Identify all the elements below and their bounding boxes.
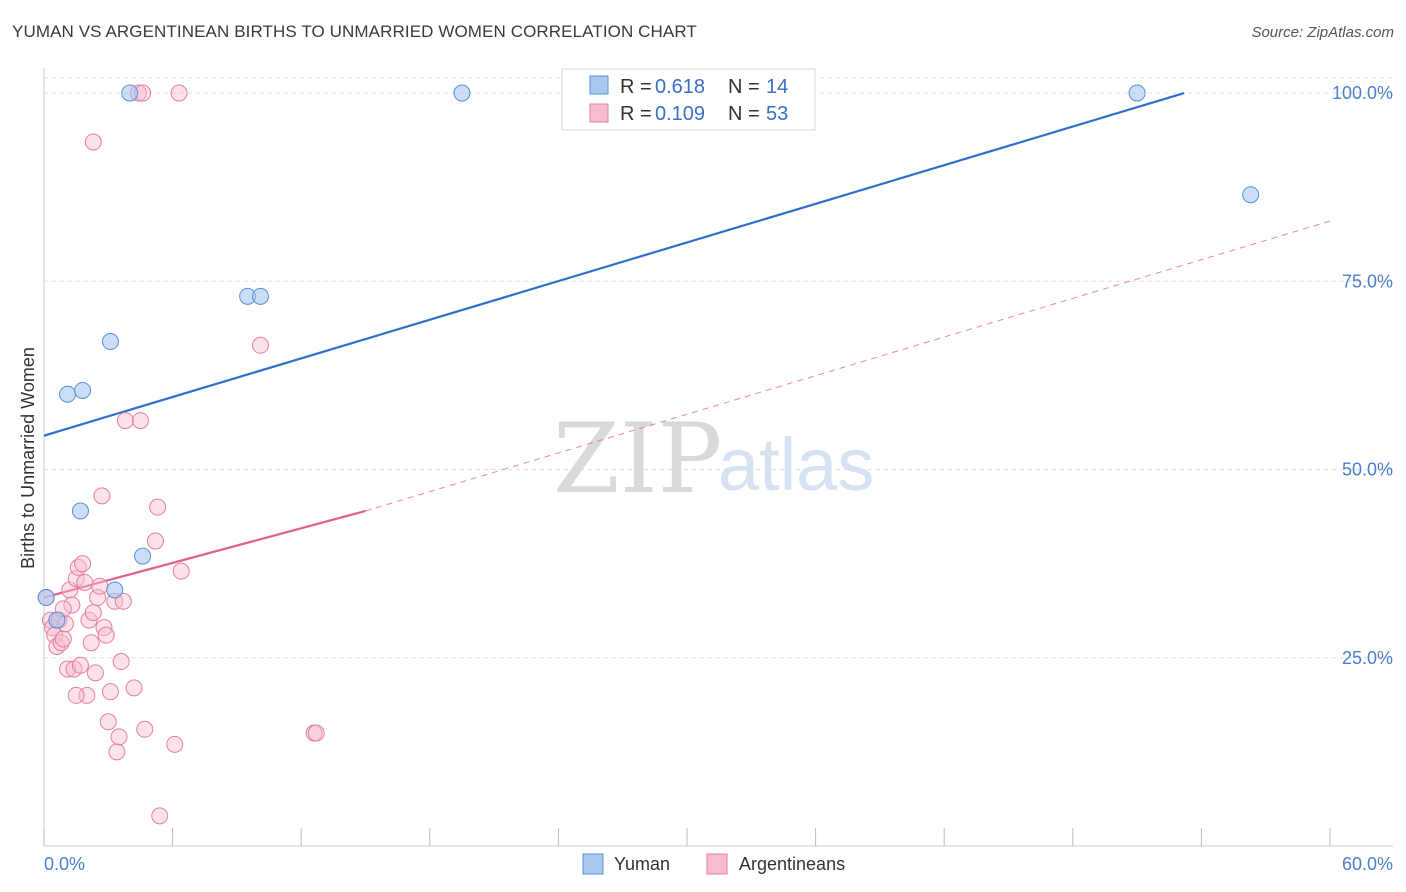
watermark-atlas: atlas	[718, 423, 874, 506]
argentineans-point	[101, 683, 119, 701]
argentineans-point	[76, 573, 94, 591]
argentineans-point	[112, 653, 130, 671]
argentineans-point	[110, 728, 128, 746]
chart-title: YUMAN VS ARGENTINEAN BIRTHS TO UNMARRIED…	[12, 22, 697, 41]
yuman-point	[74, 381, 92, 399]
x-tick-label-min: 0.0%	[44, 854, 85, 874]
argentineans-point	[307, 724, 325, 742]
legend-swatch-argentineans	[589, 103, 609, 123]
yuman-point	[37, 589, 55, 607]
yuman-point	[121, 84, 139, 102]
watermark: ZIP atlas	[553, 403, 874, 515]
bottom-legend-label-yuman: Yuman	[614, 854, 670, 874]
bottom-legend-swatch-yuman	[582, 853, 604, 875]
argentineans-point	[251, 336, 269, 354]
argentineans-point	[91, 577, 109, 595]
yuman-point	[106, 581, 124, 599]
argentineans-point	[114, 592, 132, 610]
y-tick-label: 25.0%	[1342, 648, 1393, 668]
legend-swatch-yuman	[589, 75, 609, 95]
argentineans-point	[93, 487, 111, 505]
y-tick-label: 100.0%	[1332, 83, 1393, 103]
y-tick-label: 75.0%	[1342, 271, 1393, 291]
yuman-point	[453, 84, 471, 102]
argentineans-point	[125, 679, 143, 697]
argentineans-trend-extension	[365, 220, 1331, 512]
yuman-trend-line	[43, 92, 1185, 437]
argentineans-point	[108, 743, 126, 761]
argentineans-point	[146, 532, 164, 550]
yuman-point	[1128, 84, 1146, 102]
legend-arg-n-label: N =	[728, 103, 760, 125]
stats-legend: R = 0.618 N = 14 R = 0.109 N = 53	[561, 68, 816, 131]
x-tick-label-max: 60.0%	[1342, 854, 1393, 874]
argentineans-point	[82, 634, 100, 652]
x-tick-labels: 0.0% 60.0%	[44, 854, 1393, 874]
argentineans-point	[71, 656, 89, 674]
argentineans-point	[99, 713, 117, 731]
yuman-point	[134, 547, 152, 565]
argentineans-trend-line	[43, 509, 366, 599]
source-label: Source: ZipAtlas.com	[1251, 24, 1394, 41]
argentineans-point	[74, 555, 92, 573]
argentineans-point	[86, 664, 104, 682]
argentineans-point	[63, 596, 81, 614]
watermark-zip: ZIP	[553, 403, 722, 515]
argentineans-point	[149, 498, 167, 516]
legend-yuman-r-value: 0.618	[655, 76, 705, 98]
bottom-legend-label-argentineans: Argentineans	[739, 854, 845, 874]
bottom-legend-swatch-argentineans	[706, 853, 728, 875]
series-legend: Yuman Argentineans	[582, 853, 845, 875]
yuman-point	[251, 287, 269, 305]
gridlines	[44, 77, 1393, 659]
argentineans-point	[131, 412, 149, 430]
argentineans-point	[84, 604, 102, 622]
legend-yuman-r-label: R =	[620, 76, 652, 98]
legend-yuman-n-value: 14	[766, 76, 788, 98]
argentineans-point	[67, 686, 85, 704]
yuman-point	[48, 611, 66, 629]
argentineans-point	[54, 630, 72, 648]
argentineans-point	[170, 84, 188, 102]
yuman-point	[59, 385, 77, 403]
y-axis-label: Births to Unmarried Women	[18, 347, 38, 569]
legend-arg-r-label: R =	[620, 103, 652, 125]
argentineans-point	[97, 626, 115, 644]
data-points	[37, 84, 1260, 825]
yuman-point	[1242, 186, 1260, 204]
argentineans-point	[59, 660, 77, 678]
yuman-point	[71, 502, 89, 520]
argentineans-point	[166, 735, 184, 753]
argentineans-point	[172, 562, 190, 580]
argentineans-point	[116, 412, 134, 430]
legend-yuman-n-label: N =	[728, 76, 760, 98]
argentineans-point	[84, 133, 102, 151]
yuman-point	[101, 333, 119, 351]
argentineans-point	[151, 807, 169, 825]
y-tick-labels: 25.0% 50.0% 75.0% 100.0%	[1332, 83, 1393, 668]
argentineans-point	[136, 720, 154, 738]
y-tick-label: 50.0%	[1342, 460, 1393, 480]
trend-lines	[43, 92, 1331, 599]
axes	[43, 68, 1393, 847]
legend-arg-n-value: 53	[766, 103, 788, 125]
legend-arg-r-value: 0.109	[655, 103, 705, 125]
